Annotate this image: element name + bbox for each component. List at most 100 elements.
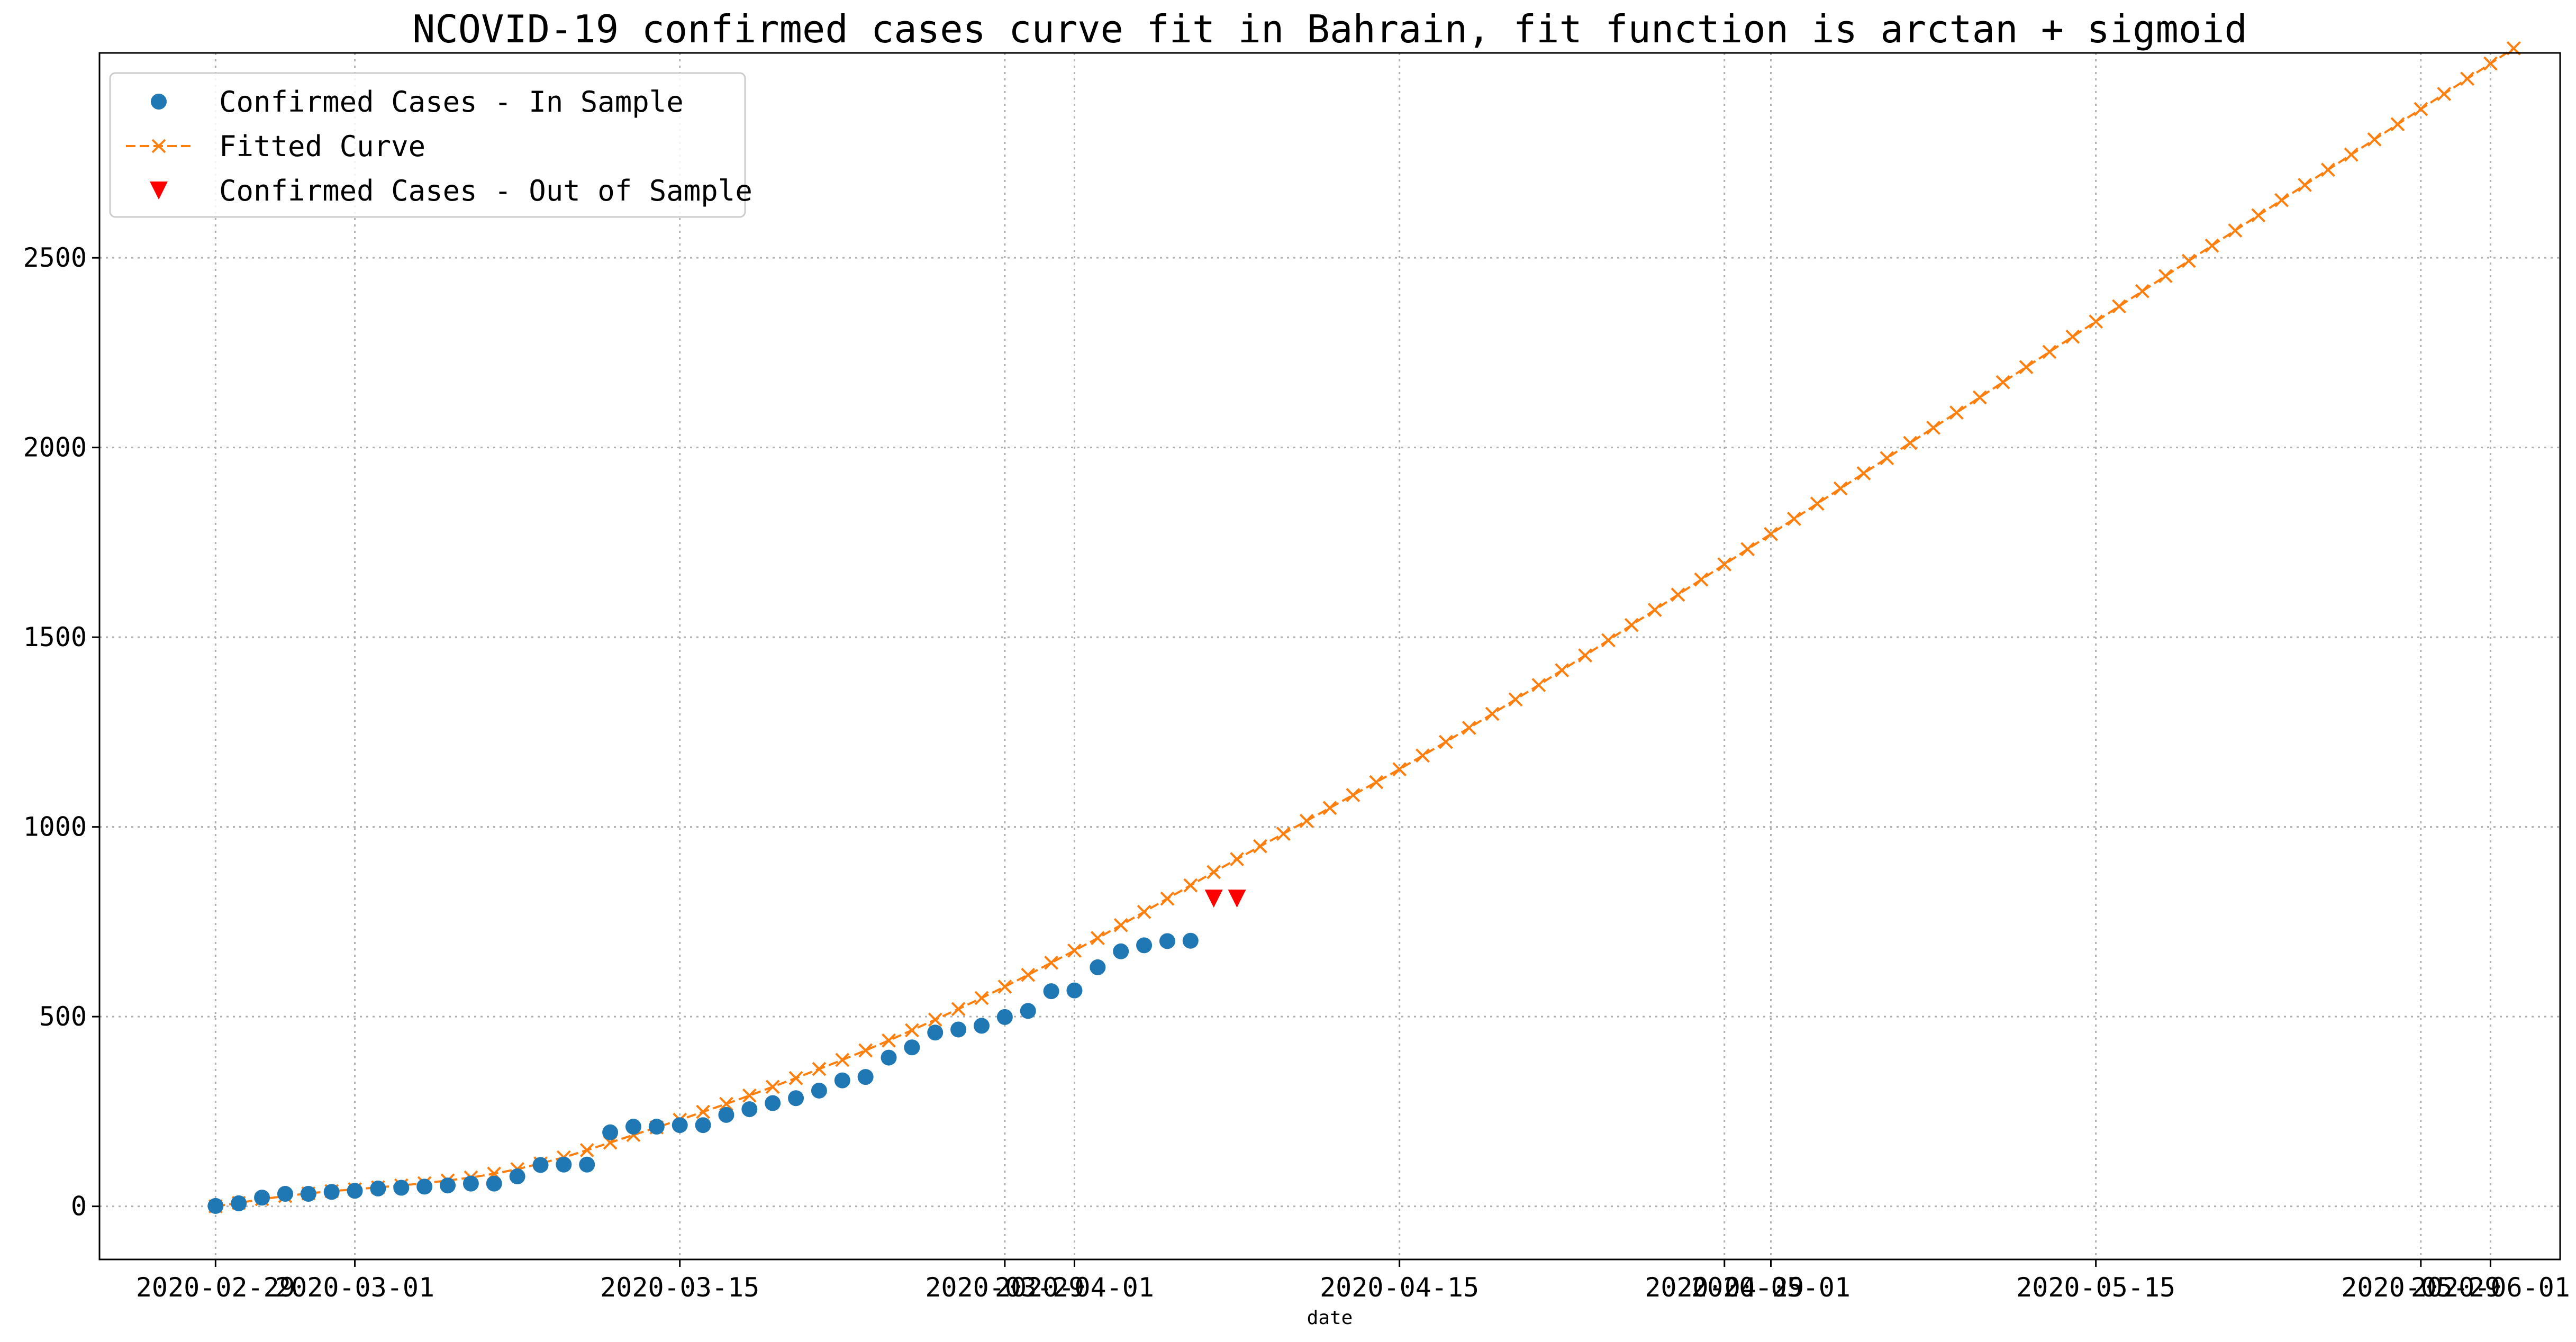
in-sample-point [973,1018,990,1034]
out-of-sample-point [1204,890,1223,908]
fitted-point [1230,852,1244,866]
fitted-point [2228,223,2243,238]
fitted-point-stroke [2158,269,2173,283]
fitted-point [2460,71,2474,86]
fitted-point [1438,735,1453,749]
fitted-point [1392,762,1407,777]
in-sample-point [1182,932,1199,949]
fitted-point-stroke [2019,360,2034,375]
fitted-point-stroke [2112,299,2126,314]
fitted-point-stroke [1485,706,1500,721]
fitted-point-stroke [812,1062,827,1076]
in-sample-point [370,1180,386,1196]
fitted-point-stroke [2414,102,2428,116]
fitted-point [882,1033,896,1048]
in-sample-point [509,1168,525,1184]
y-tick-label: 1500 [23,622,87,652]
fitted-point [1369,775,1384,790]
x-tick-label: 2020-03-15 [600,1272,759,1303]
fitted-point-stroke [696,1104,710,1119]
fitted-point-stroke [882,1033,896,1048]
fitted-point-stroke [1438,735,1453,749]
fitted-point-stroke [858,1043,873,1058]
legend-item: Confirmed Cases - In Sample [151,85,684,119]
legend-marker [151,139,166,153]
fitted-point [1810,496,1825,511]
fitted-point-stroke [1903,436,1918,450]
fitted-point [2344,147,2359,162]
fitted-point [1253,839,1267,854]
in-sample-point [927,1024,944,1041]
fitted-point [1903,436,1918,450]
in-sample-point [648,1119,665,1135]
fitted-point-stroke [1531,678,1546,692]
fitted-point-stroke [1508,692,1523,707]
legend-frame [109,72,746,218]
in-sample-point [277,1185,293,1202]
fitted-point-stroke [765,1080,780,1094]
fitted-point-stroke [1833,481,1848,496]
in-sample-point [1090,959,1106,975]
in-sample-point [1020,1003,1036,1019]
in-sample-point [440,1177,456,1194]
legend-item: Confirmed Cases - Out of Sample [150,174,752,207]
fitted-point [1972,390,1987,405]
fitted-point-stroke [1972,390,1987,405]
fitted-point-stroke [2205,238,2219,253]
fitted-point [812,1062,827,1076]
fitted-point-stroke [1322,801,1337,815]
fitted-point-stroke [1299,813,1314,828]
x-tick-label: 2020-05-29 [2341,1272,2500,1303]
in-sample-point [323,1184,340,1200]
in-sample-point [1136,937,1153,954]
fitted-point [1416,748,1430,763]
fitted-point-stroke [1601,633,1616,648]
fitted-point [1021,967,1036,982]
fitted-point-stroke [974,991,989,1005]
fitted-point [1531,678,1546,692]
grid-layer [99,53,2560,1259]
legend-marker [151,94,167,110]
fitted-point-stroke [1624,618,1639,632]
fitted-point-stroke [1416,748,1430,763]
x-tick-label: 2020-04-01 [995,1272,1154,1303]
fitted-point [765,1080,780,1094]
fitted-point [1949,405,1964,420]
in-sample-point [207,1198,224,1214]
fitted-point-stroke [1996,375,2010,389]
in-sample-point [1113,943,1129,959]
fitted-point-stroke [1044,955,1058,970]
fitted-point-stroke [1949,405,1964,420]
fitted-point [1786,512,1801,526]
fitted-point-stroke [1717,557,1732,572]
in-sample-point [741,1101,758,1118]
fitted-point-stroke [2181,253,2196,268]
x-tick-label: 2020-03-29 [925,1272,1084,1303]
x-axis-label: date [1307,1307,1353,1329]
fitted-point-stroke [1207,865,1221,879]
y-tick-label: 0 [71,1191,87,1222]
fitted-point [1555,663,1570,677]
in-sample-point [532,1157,549,1173]
legend-label: Confirmed Cases - In Sample [219,85,684,119]
fitted-point [2251,208,2266,223]
y-tick-label: 2500 [23,242,87,273]
chart-title: NCOVID-19 confirmed cases curve fit in B… [412,7,2247,51]
fitted-point [1764,527,1778,541]
fitted-point-stroke [1647,603,1662,617]
fitted-point [1462,721,1476,735]
fitted-point-stroke [835,1053,850,1067]
in-sample-point [416,1178,433,1195]
fitted-point-stroke [2437,87,2452,101]
in-sample-point [556,1156,572,1173]
fitted-point [742,1088,757,1103]
fitted-point [2483,56,2498,71]
fitted-point-stroke [1462,721,1476,735]
fitted-point [788,1071,803,1085]
fitted-curve-line [215,47,2515,1208]
plot-frame [98,52,2561,1261]
x-tick-label: 2020-03-01 [275,1272,434,1303]
fitted-point [2320,162,2335,177]
legend-label: Confirmed Cases - Out of Sample [219,174,752,207]
